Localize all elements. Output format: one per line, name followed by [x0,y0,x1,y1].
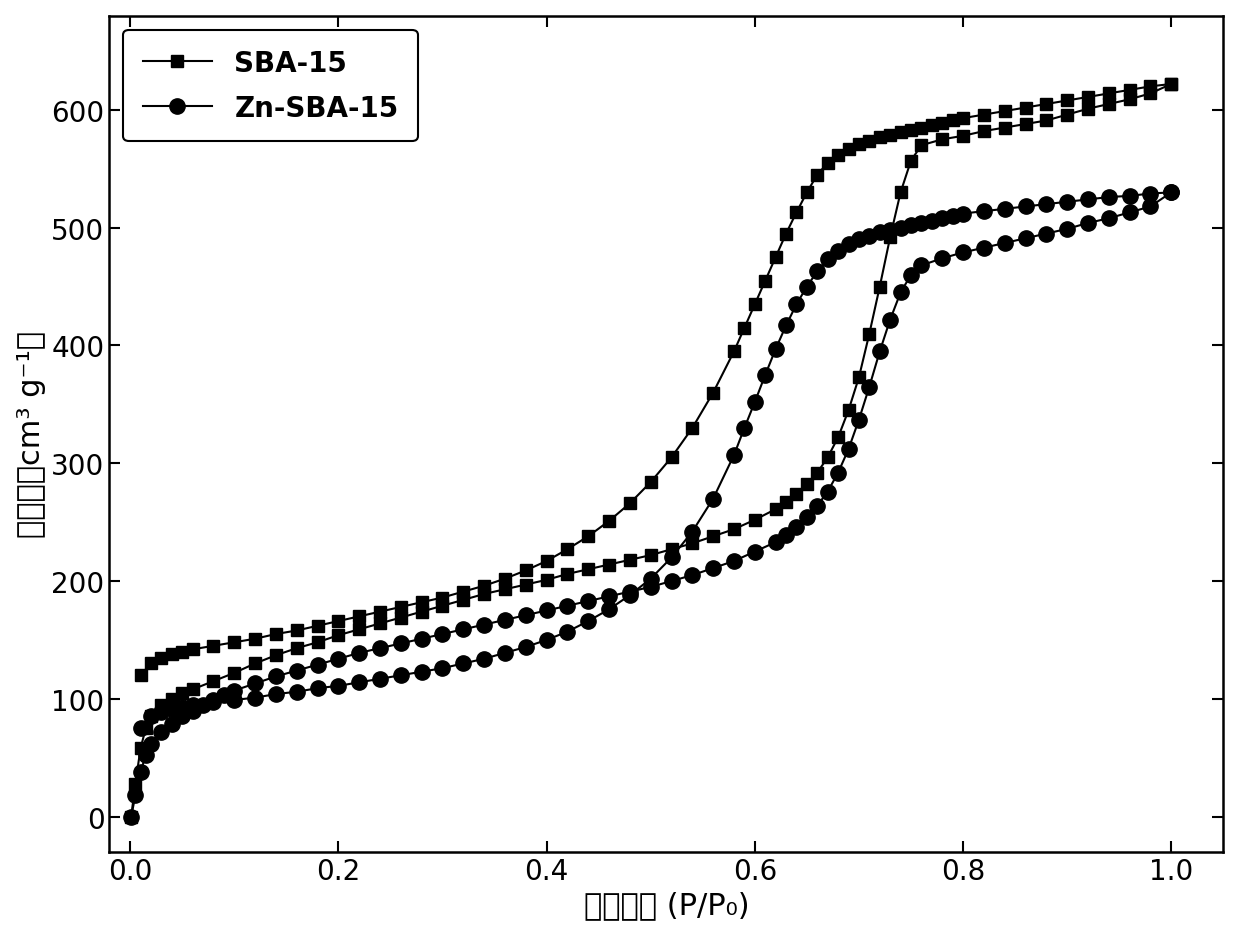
Zn-SBA-15 [665,576,680,587]
Line: SBA-15: SBA-15 [125,79,1178,823]
Zn-SBA-15 [1164,187,1179,198]
X-axis label: 相对压力 (P/P₀): 相对压力 (P/P₀) [584,890,749,919]
Legend: SBA-15, Zn-SBA-15: SBA-15, Zn-SBA-15 [123,31,418,142]
Zn-SBA-15 [372,643,387,654]
Zn-SBA-15 [289,665,304,677]
Y-axis label: 吸附量（cm³ g⁻¹）: 吸附量（cm³ g⁻¹） [16,331,46,537]
SBA-15 [622,555,637,566]
SBA-15 [665,544,680,555]
SBA-15 [372,618,387,629]
SBA-15 [841,405,856,417]
SBA-15 [414,607,429,618]
Zn-SBA-15 [539,606,554,617]
Zn-SBA-15 [124,812,139,823]
Line: Zn-SBA-15: Zn-SBA-15 [124,185,1179,825]
SBA-15 [124,812,139,823]
SBA-15 [1143,89,1158,100]
Zn-SBA-15 [976,242,991,254]
Zn-SBA-15 [1122,208,1137,219]
SBA-15 [1164,80,1179,91]
